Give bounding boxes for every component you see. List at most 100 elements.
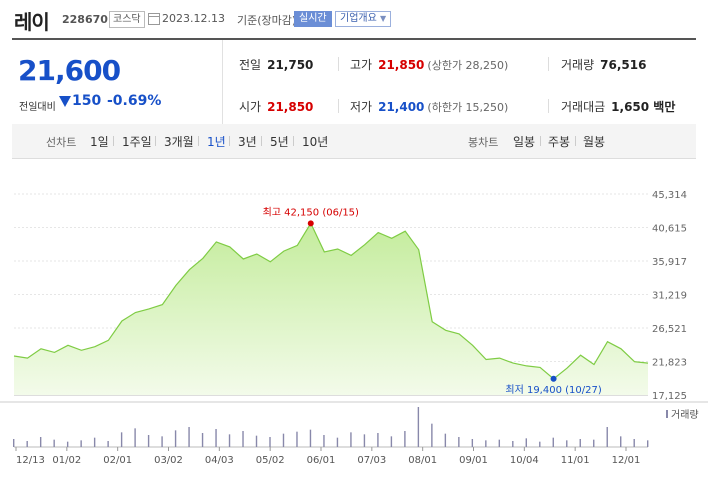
max-min-markers: 최고 42,150 (06/15) 최저 19,400 (10/27) [263, 206, 602, 395]
period-10y[interactable]: 10년 [302, 135, 329, 149]
line-chart-label: 선차트 [46, 136, 77, 149]
divider [229, 136, 230, 146]
period-1d[interactable]: 1일 [90, 135, 109, 149]
x-tick-label: 09/01 [459, 455, 488, 466]
high-label: 고가 [350, 58, 373, 72]
x-tick-label: 12/01 [612, 455, 641, 466]
volume-cell: 거래량 76,516 [561, 56, 646, 73]
volume-bar [512, 441, 514, 447]
realtime-button[interactable]: 실시간 [294, 11, 332, 27]
volume-bar [336, 437, 339, 447]
amount-cell: 거래대금 1,650 백만 [561, 98, 675, 115]
y-tick-label: 35,917 [652, 257, 687, 268]
x-tick-label: 12/13 [16, 455, 45, 466]
volume-bar [525, 438, 527, 447]
volume-bar [13, 439, 15, 447]
max-point [307, 220, 314, 227]
volume-bar [363, 434, 366, 447]
amount-value: 1,650 백만 [611, 100, 676, 114]
candle-weekly[interactable]: 주봉 [548, 135, 571, 149]
volume-bar [377, 433, 379, 447]
stock-code: 228670 [62, 13, 108, 26]
divider [113, 136, 114, 146]
period-1y[interactable]: 1년 [207, 135, 226, 149]
divider [198, 136, 199, 146]
volume-bar [53, 439, 55, 447]
divider [540, 136, 541, 146]
volume-bar [606, 427, 608, 447]
volume-bar [215, 429, 217, 447]
company-info-button[interactable]: 기업개요 ▼ [335, 11, 392, 27]
volume-bar [201, 433, 204, 447]
basis-label: 기준(장마감) [237, 14, 297, 27]
volume-bar [134, 428, 136, 447]
x-tick-label: 11/01 [561, 455, 590, 466]
volume-bar [188, 427, 190, 447]
volume-bar [26, 441, 28, 447]
change-rate: -0.69% [107, 93, 162, 109]
company-info-label: 기업개요 [340, 13, 377, 24]
stock-name: 레이 [14, 10, 50, 34]
divider [261, 136, 262, 146]
open-label: 시가 [239, 100, 262, 114]
volume-bar [620, 436, 622, 447]
x-tick-label: 05/02 [256, 455, 285, 466]
volume-bar [107, 441, 109, 447]
low-label: 저가 [350, 100, 373, 114]
low-value: 21,400 [378, 100, 425, 114]
volume-bar [242, 431, 244, 447]
volume-bar [404, 431, 406, 447]
volume-bar [66, 441, 69, 447]
volume-bar [323, 435, 325, 447]
divider [155, 136, 156, 146]
volume-bar [566, 440, 568, 447]
period-5y[interactable]: 5년 [270, 135, 289, 149]
period-3y[interactable]: 3년 [238, 135, 257, 149]
volume-bar [309, 429, 312, 447]
high-value: 21,850 [378, 58, 425, 72]
y-tick-label: 21,823 [652, 358, 687, 369]
volume-legend-label: 거래량 [671, 409, 699, 421]
candle-monthly[interactable]: 월봉 [583, 135, 606, 149]
period-1w[interactable]: 1주일 [122, 135, 152, 149]
volume-legend-swatch [666, 410, 668, 418]
volume-bar [147, 435, 150, 447]
x-tick-label: 07/03 [357, 455, 386, 466]
min-point [550, 375, 557, 382]
lower-limit: (하한가 15,250) [427, 101, 509, 114]
prev-close-label: 전일 [239, 58, 262, 72]
y-tick-label: 17,125 [652, 391, 687, 402]
divider [548, 57, 549, 71]
low-cell: 저가 21,400 (하한가 15,250) [350, 98, 508, 115]
volume-bar [80, 440, 82, 447]
volume-bar [39, 437, 42, 447]
period-3m[interactable]: 3개월 [164, 135, 194, 149]
divider [338, 99, 339, 113]
volume-bar [485, 440, 487, 447]
volume-bar [296, 431, 298, 447]
open-cell: 시가 21,850 [239, 98, 313, 115]
x-tick-label: 01/02 [52, 455, 81, 466]
volume-bar [539, 441, 541, 447]
down-arrow-icon [59, 96, 71, 107]
volume-bar [552, 437, 554, 447]
max-label: 최고 42,150 (06/15) [263, 206, 359, 218]
volume-bar [647, 440, 649, 447]
period-bar: 선차트 1일 1주일 3개월 1년 3년 5년 10년 봉차트 일봉 주봉 월봉 [12, 124, 696, 159]
price-area [14, 223, 648, 395]
y-tick-label: 45,314 [652, 190, 687, 201]
x-tick-label: 06/01 [307, 455, 336, 466]
volume-bar [350, 432, 352, 447]
candle-daily[interactable]: 일봉 [513, 135, 536, 149]
x-tick-label: 10/04 [510, 455, 539, 466]
x-tick-label: 08/01 [408, 455, 437, 466]
y-tick-label: 40,615 [652, 224, 687, 235]
x-axis-ticks: 12/13 01/02 02/01 03/02 04/03 05/02 06/01 07/03… [15, 447, 641, 466]
divider [548, 99, 549, 113]
price-summary: 21,600 전일대비 150 -0.69% 전일 21,750 고가 21,850… [12, 38, 696, 127]
amount-label: 거래대금 [561, 100, 606, 114]
x-tick-label: 03/02 [154, 455, 183, 466]
volume-bar [431, 423, 433, 447]
volume-bar [579, 439, 581, 447]
change-value: 150 [72, 93, 102, 109]
